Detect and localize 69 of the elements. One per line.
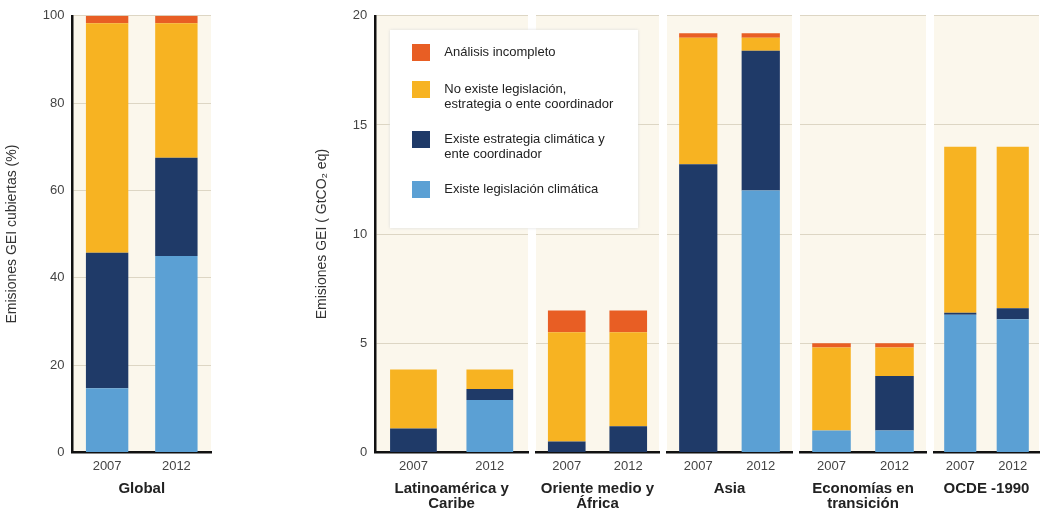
- bar: [875, 343, 914, 348]
- bar: [996, 319, 1029, 452]
- y-tick-label: 20: [50, 356, 65, 372]
- bar: [741, 33, 780, 38]
- bar: [155, 23, 198, 158]
- bar: [812, 347, 851, 431]
- bar: [996, 146, 1029, 309]
- legend-label: Análisis incompleto: [444, 43, 556, 59]
- bar: [155, 157, 198, 256]
- y-tick-label: 0: [57, 443, 65, 459]
- bar: [85, 388, 129, 452]
- legend-label: Existe legislación climática: [444, 180, 599, 196]
- y-tick-label: 100: [42, 7, 65, 23]
- y-tick-label: 20: [352, 7, 368, 23]
- x-tick-label: 2012: [746, 457, 776, 473]
- x-tick-label: 2007: [683, 457, 713, 473]
- x-tick-label: 2012: [161, 457, 191, 473]
- x-tick-label: 2007: [92, 457, 122, 473]
- x-axis-title: Oriente medio y África: [539, 479, 656, 512]
- y-tick-label: 15: [352, 116, 368, 132]
- bar: [85, 252, 129, 389]
- bar: [944, 314, 977, 452]
- x-axis-title: OCDE -1990: [942, 479, 1031, 497]
- x-axis-title: Asia: [712, 479, 747, 497]
- bar: [875, 347, 914, 376]
- bar: [609, 332, 648, 427]
- bar: [609, 426, 648, 452]
- x-axis-title: Global: [117, 479, 167, 497]
- bar: [741, 50, 780, 191]
- bar: [85, 15, 129, 24]
- bar: [85, 23, 129, 253]
- bar: [679, 164, 718, 452]
- bar: [609, 310, 648, 333]
- bar: [875, 376, 914, 431]
- x-tick-label: 2012: [613, 457, 643, 473]
- y-tick-label: 5: [360, 334, 368, 350]
- y-axis-title: Emisiones GEI cubiertas (%): [3, 144, 20, 324]
- x-axis-title: Economías en transición: [811, 479, 915, 512]
- bar: [547, 441, 586, 452]
- x-tick-label: 2012: [880, 457, 909, 473]
- x-tick-label: 2012: [998, 457, 1028, 473]
- y-tick-label: 0: [360, 443, 368, 459]
- bar: [812, 430, 851, 452]
- x-tick-label: 2007: [552, 457, 582, 473]
- bar: [944, 146, 977, 313]
- x-tick-label: 2012: [475, 457, 505, 473]
- x-tick-label: 2007: [817, 457, 846, 473]
- y-tick-label: 60: [50, 182, 65, 198]
- bar: [944, 312, 977, 315]
- y-axis-title: Emisiones GEI ( GtCO₂ eq): [313, 148, 330, 320]
- bar: [155, 15, 198, 24]
- bar: [547, 310, 586, 333]
- bar: [996, 308, 1029, 320]
- bar: [812, 343, 851, 348]
- x-tick-label: 2007: [945, 457, 975, 473]
- x-axis-title: Latinoamérica y Caribe: [393, 479, 510, 512]
- bar: [155, 255, 198, 452]
- y-tick-label: 80: [50, 94, 65, 110]
- y-tick-label: 40: [50, 269, 65, 285]
- legend-label: No existe legislación, estrategia o ente coordinador: [444, 80, 615, 111]
- bar: [679, 37, 718, 165]
- bar: [875, 430, 914, 452]
- y-tick-label: 10: [352, 225, 368, 241]
- bar: [741, 190, 780, 452]
- bar: [679, 33, 718, 38]
- x-tick-label: 2007: [398, 457, 428, 473]
- legend-label: Existe estrategia climática y ente coordinador: [444, 130, 606, 161]
- bar: [547, 332, 586, 442]
- bar: [741, 37, 780, 51]
